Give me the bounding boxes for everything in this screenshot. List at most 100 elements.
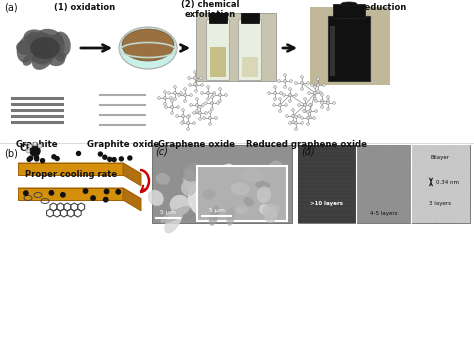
Text: (1) oxidation: (1) oxidation [55, 3, 116, 12]
Text: >10 layers: >10 layers [310, 201, 344, 205]
Circle shape [182, 114, 184, 118]
Circle shape [295, 116, 297, 118]
Circle shape [201, 92, 203, 94]
Ellipse shape [257, 186, 271, 203]
Circle shape [103, 155, 107, 159]
Circle shape [171, 112, 173, 114]
Bar [197, 166, 287, 221]
Bar [298, 145, 356, 223]
Circle shape [314, 86, 316, 88]
Circle shape [38, 144, 42, 148]
Bar [298, 145, 470, 223]
Circle shape [203, 117, 205, 119]
Circle shape [195, 90, 197, 92]
Circle shape [200, 77, 202, 79]
Circle shape [315, 100, 317, 102]
Circle shape [184, 100, 186, 102]
Circle shape [209, 123, 211, 125]
Circle shape [184, 88, 186, 90]
Circle shape [321, 102, 323, 104]
Circle shape [199, 112, 201, 114]
Ellipse shape [42, 48, 55, 61]
Bar [310, 7, 390, 85]
Ellipse shape [238, 183, 269, 199]
Circle shape [33, 142, 37, 146]
Ellipse shape [34, 44, 50, 65]
Circle shape [195, 103, 199, 107]
Circle shape [41, 158, 45, 163]
Ellipse shape [170, 195, 191, 215]
Polygon shape [18, 188, 141, 199]
Circle shape [187, 116, 189, 118]
Bar [210, 47, 226, 77]
Circle shape [320, 100, 323, 102]
Circle shape [210, 108, 213, 110]
Circle shape [119, 157, 123, 161]
Circle shape [292, 114, 294, 118]
Circle shape [35, 157, 39, 161]
Ellipse shape [255, 181, 270, 189]
Circle shape [210, 96, 213, 98]
Circle shape [310, 84, 313, 86]
Circle shape [292, 109, 294, 111]
Circle shape [27, 157, 31, 161]
Text: Reduced graphene oxide: Reduced graphene oxide [246, 140, 367, 149]
Circle shape [278, 80, 280, 82]
Circle shape [194, 83, 196, 85]
Circle shape [286, 115, 288, 117]
Circle shape [26, 149, 30, 153]
Circle shape [173, 98, 176, 100]
Text: (d): (d) [301, 146, 315, 156]
Circle shape [309, 116, 311, 118]
Circle shape [188, 115, 191, 117]
Circle shape [273, 91, 276, 95]
Circle shape [210, 102, 213, 104]
Circle shape [327, 108, 329, 110]
Circle shape [194, 71, 196, 73]
Ellipse shape [23, 55, 33, 66]
Circle shape [307, 116, 310, 120]
Circle shape [183, 94, 186, 96]
Circle shape [314, 98, 316, 100]
Polygon shape [18, 163, 141, 174]
Circle shape [319, 92, 322, 94]
Circle shape [195, 78, 197, 80]
Circle shape [298, 115, 301, 117]
Circle shape [29, 156, 33, 160]
Polygon shape [18, 188, 123, 200]
Ellipse shape [24, 30, 49, 48]
Circle shape [209, 116, 211, 120]
Ellipse shape [119, 27, 177, 69]
Circle shape [178, 94, 180, 96]
Ellipse shape [32, 54, 45, 63]
Circle shape [103, 197, 108, 202]
Ellipse shape [268, 160, 283, 176]
Circle shape [164, 96, 166, 100]
Circle shape [213, 92, 215, 94]
Circle shape [317, 90, 319, 92]
Circle shape [158, 97, 160, 99]
Ellipse shape [264, 198, 288, 216]
Circle shape [317, 84, 319, 86]
Circle shape [303, 110, 305, 112]
Circle shape [196, 110, 198, 112]
Circle shape [30, 146, 40, 156]
Circle shape [268, 92, 270, 94]
Circle shape [205, 102, 207, 104]
Circle shape [61, 193, 65, 197]
Circle shape [219, 94, 221, 96]
Circle shape [307, 82, 310, 84]
Ellipse shape [231, 183, 249, 195]
Circle shape [289, 100, 292, 102]
Circle shape [292, 121, 294, 123]
Text: 0.34 nm: 0.34 nm [436, 179, 459, 185]
Circle shape [323, 84, 325, 86]
Bar [242, 57, 258, 77]
Circle shape [219, 88, 221, 90]
Circle shape [295, 82, 297, 84]
Circle shape [333, 102, 335, 104]
Circle shape [201, 84, 203, 86]
Text: Graphite oxide: Graphite oxide [87, 140, 159, 149]
Ellipse shape [48, 35, 56, 45]
Circle shape [104, 189, 109, 194]
